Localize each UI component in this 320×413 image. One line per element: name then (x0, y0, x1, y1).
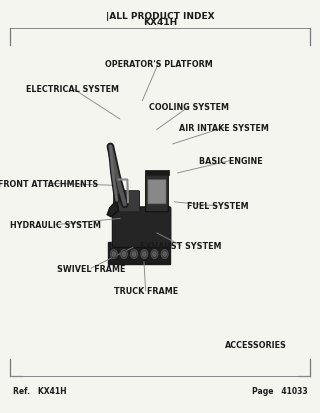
Circle shape (142, 252, 146, 256)
Text: HYDRAULIC SYSTEM: HYDRAULIC SYSTEM (11, 221, 101, 230)
Circle shape (141, 250, 148, 259)
Circle shape (161, 250, 168, 259)
Text: SWIVEL FRAME: SWIVEL FRAME (57, 264, 125, 273)
FancyBboxPatch shape (146, 175, 168, 212)
Bar (111, 243, 168, 248)
FancyBboxPatch shape (148, 180, 166, 204)
Text: KX41H: KX41H (143, 18, 177, 27)
Circle shape (163, 252, 166, 256)
Circle shape (110, 250, 117, 259)
Text: BASIC ENGINE: BASIC ENGINE (199, 157, 262, 166)
Text: Page   41033: Page 41033 (252, 386, 307, 395)
Text: ELECTRICAL SYSTEM: ELECTRICAL SYSTEM (26, 84, 118, 93)
Circle shape (112, 252, 116, 256)
FancyBboxPatch shape (114, 191, 140, 212)
Circle shape (120, 250, 127, 259)
FancyBboxPatch shape (112, 207, 171, 248)
Text: Ref.   KX41H: Ref. KX41H (13, 386, 67, 395)
Circle shape (131, 250, 138, 259)
Text: AIR INTAKE SYSTEM: AIR INTAKE SYSTEM (179, 123, 269, 133)
Circle shape (153, 252, 156, 256)
Circle shape (151, 250, 158, 259)
Text: |ALL PRODUCT INDEX: |ALL PRODUCT INDEX (106, 12, 214, 21)
Text: EXHAUST SYSTEM: EXHAUST SYSTEM (140, 241, 221, 250)
Bar (108, 243, 170, 264)
Text: FRONT ATTACHMENTS: FRONT ATTACHMENTS (0, 179, 98, 188)
Polygon shape (107, 201, 118, 217)
Circle shape (122, 252, 126, 256)
Text: FUEL SYSTEM: FUEL SYSTEM (187, 202, 248, 211)
Text: TRUCK FRAME: TRUCK FRAME (114, 287, 178, 296)
Polygon shape (145, 171, 169, 176)
Text: OPERATOR'S PLATFORM: OPERATOR'S PLATFORM (105, 59, 212, 69)
Text: COOLING SYSTEM: COOLING SYSTEM (149, 103, 229, 112)
Text: ACCESSORIES: ACCESSORIES (225, 340, 287, 349)
Circle shape (132, 252, 136, 256)
